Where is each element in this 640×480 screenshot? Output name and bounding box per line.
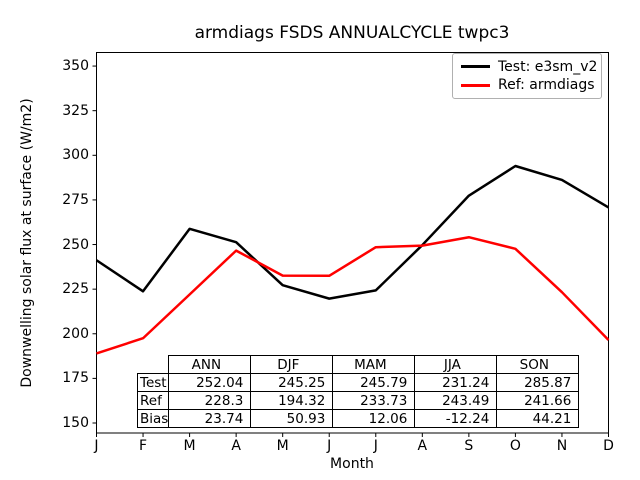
stats-table: ANN DJF MAM JJA SON Test 252.04 245.25 245.79 231…	[136, 355, 580, 428]
stats-value-cell: 233.73	[332, 391, 416, 410]
stats-col-header: SON	[496, 355, 580, 374]
stats-value-cell: 241.66	[496, 391, 580, 410]
stats-value-cell: 231.24	[414, 373, 498, 392]
stats-row-label: Bias	[136, 409, 170, 428]
x-tick-label: M	[183, 438, 196, 454]
chart-title: armdiags FSDS ANNUALCYCLE twpc3	[194, 23, 510, 43]
y-tick-label: 175	[62, 370, 89, 387]
x-tick-label: F	[139, 438, 148, 454]
axes-frame	[96, 52, 609, 434]
stats-value-cell: 50.93	[250, 409, 334, 428]
stats-col-header: DJF	[250, 355, 334, 374]
stats-col-header: JJA	[414, 355, 498, 374]
stats-value-cell: 23.74	[168, 409, 252, 428]
x-axis-label: Month	[330, 456, 374, 472]
x-tick-label: M	[276, 438, 289, 454]
y-tick-label: 250	[62, 236, 89, 253]
legend-line-sample	[461, 65, 490, 69]
x-tick-label: J	[327, 438, 332, 454]
y-tick-label: 200	[62, 325, 89, 342]
legend-entry-1: Ref: armdiags	[461, 77, 595, 93]
stats-value-cell: 44.21	[496, 409, 580, 428]
stats-row-ref: Ref 228.3 194.32 233.73 243.49 241.66	[136, 391, 580, 410]
stats-corner-cell	[138, 356, 169, 374]
stats-value-cell: 245.25	[250, 373, 334, 392]
stats-row-label: Ref	[136, 391, 170, 410]
stats-col-header: ANN	[168, 355, 252, 374]
series-line-0	[95, 164, 610, 300]
y-tick-label: 275	[62, 191, 89, 208]
y-axis-label: Downwelling solar flux at surface (W/m2)	[19, 98, 35, 388]
x-tick-label: N	[556, 438, 568, 454]
legend-label: Ref: armdiags	[498, 77, 595, 94]
legend-entry-0: Test: e3sm_v2	[461, 58, 598, 75]
y-tick-label: 325	[62, 102, 89, 119]
stats-value-cell: -12.24	[414, 409, 498, 428]
x-tick-label: J	[373, 438, 378, 454]
stats-value-cell: 194.32	[250, 391, 334, 410]
y-tick-label: 225	[62, 281, 89, 298]
stats-col-header: MAM	[332, 355, 416, 374]
series-line-1	[96, 235, 610, 355]
legend-line-sample	[461, 83, 490, 87]
x-tick-label: O	[509, 438, 521, 454]
stats-row-test: Test 252.04 245.25 245.79 231.24 285.87	[136, 373, 580, 392]
y-tick-label: 300	[62, 147, 89, 164]
stats-row-label: Test	[136, 373, 170, 392]
x-tick-label: A	[231, 438, 241, 454]
legend-label: Test: e3sm_v2	[498, 58, 598, 75]
y-tick-label: 150	[62, 415, 89, 431]
legend: Test: e3sm_v2 Ref: armdiags	[452, 53, 602, 99]
stats-value-cell: 243.49	[414, 391, 498, 410]
stats-value-cell: 12.06	[332, 409, 416, 428]
stats-value-cell: 228.3	[168, 391, 252, 410]
stats-value-cell: 245.79	[332, 373, 416, 392]
y-tick-label: 350	[62, 58, 89, 75]
stats-value-cell: 252.04	[168, 373, 252, 392]
stats-row-bias: Bias 23.74 50.93 12.06 -12.24 44.21	[136, 409, 580, 428]
stats-value-cell: 285.87	[496, 373, 580, 392]
x-tick-label: J	[94, 438, 99, 454]
x-tick-label: S	[464, 438, 474, 454]
stats-header-row: ANN DJF MAM JJA SON	[138, 355, 580, 374]
x-tick-label: A	[417, 438, 428, 454]
x-tick-label: D	[603, 438, 614, 454]
